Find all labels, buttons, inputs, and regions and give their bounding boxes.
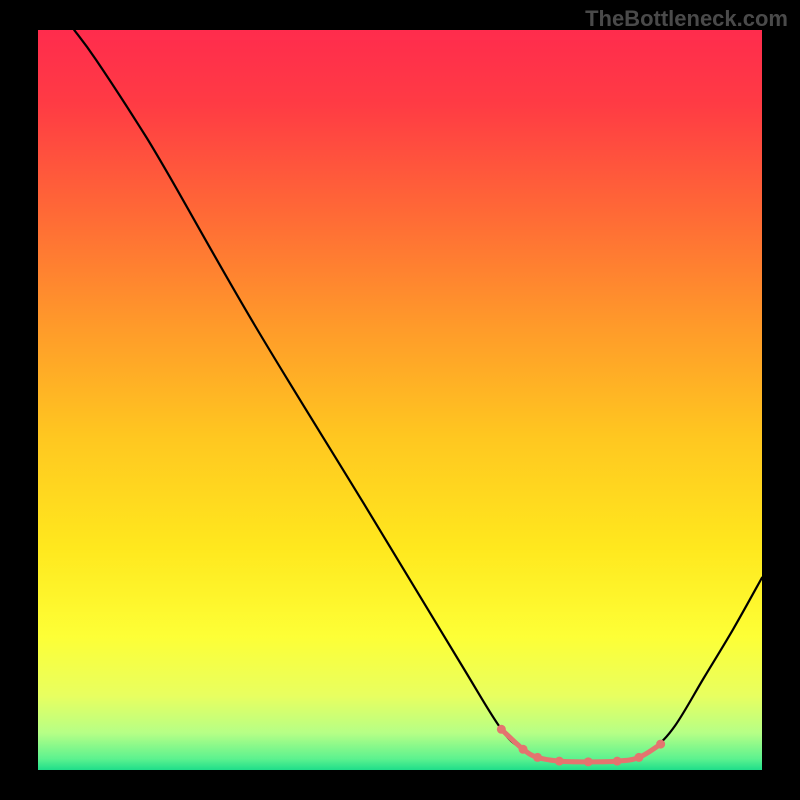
bottleneck-curve-layer <box>38 30 762 770</box>
watermark-text: TheBottleneck.com <box>585 6 788 32</box>
plot-area <box>38 30 762 770</box>
optimal-zone-markers <box>497 725 665 767</box>
chart-container: TheBottleneck.com <box>0 0 800 800</box>
bottleneck-curve <box>74 30 762 762</box>
